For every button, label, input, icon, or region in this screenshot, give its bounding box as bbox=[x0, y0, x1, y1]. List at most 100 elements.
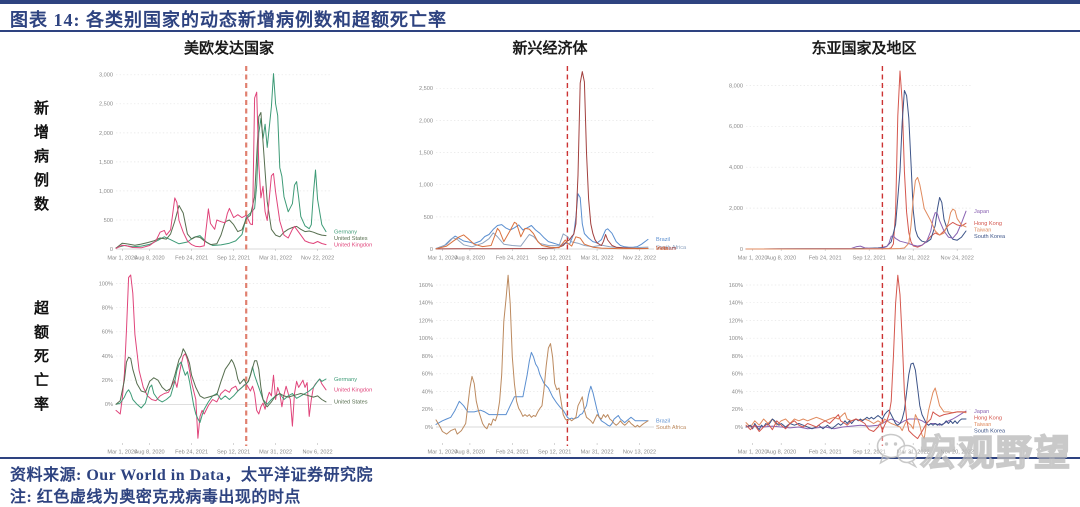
svg-text:0%: 0% bbox=[105, 402, 113, 408]
svg-text:0: 0 bbox=[430, 247, 433, 253]
chart-developed-new-cases: 0 500 1,000 1,500 2,000 2,500 3,000 Mar 1, 2020… bbox=[86, 62, 374, 262]
svg-text:Mar 1, 2020: Mar 1, 2020 bbox=[107, 256, 137, 262]
svg-text:Feb 24, 2021: Feb 24, 2021 bbox=[496, 256, 529, 262]
svg-text:80%: 80% bbox=[732, 354, 743, 360]
svg-text:2,000: 2,000 bbox=[729, 206, 743, 212]
svg-text:140%: 140% bbox=[729, 301, 743, 307]
svg-text:120%: 120% bbox=[729, 318, 743, 324]
svg-text:Germany: Germany bbox=[334, 377, 357, 383]
svg-text:20%: 20% bbox=[732, 407, 743, 413]
row-label-new-cases: 新增病例数 bbox=[32, 100, 49, 220]
svg-text:Nov 22, 2022: Nov 22, 2022 bbox=[623, 256, 656, 262]
svg-text:Sep 12, 2021: Sep 12, 2021 bbox=[538, 450, 571, 456]
svg-text:Mar 1, 2020: Mar 1, 2020 bbox=[738, 450, 768, 456]
svg-text:Japan: Japan bbox=[974, 409, 989, 415]
svg-text:0%: 0% bbox=[425, 425, 433, 431]
svg-text:United States: United States bbox=[334, 236, 368, 242]
svg-text:100%: 100% bbox=[419, 336, 433, 342]
svg-text:Mar 31, 2022: Mar 31, 2022 bbox=[259, 256, 292, 262]
svg-text:Feb 24, 2021: Feb 24, 2021 bbox=[496, 450, 529, 456]
svg-text:140%: 140% bbox=[419, 301, 433, 307]
svg-text:100%: 100% bbox=[99, 281, 113, 287]
svg-text:Nov 20, 2022: Nov 20, 2022 bbox=[941, 450, 974, 456]
svg-text:Aug 8, 2020: Aug 8, 2020 bbox=[455, 256, 485, 262]
svg-text:India: India bbox=[656, 246, 669, 252]
header-divider-rule bbox=[0, 30, 1080, 32]
svg-text:Mar 1, 2020: Mar 1, 2020 bbox=[427, 450, 457, 456]
chart-developed-excess-mortality: 0% 20% 40% 60% 80% 100% Mar 1, 2020 Aug 8, 2020… bbox=[86, 262, 374, 456]
svg-text:1,500: 1,500 bbox=[99, 160, 113, 166]
svg-text:Brazil: Brazil bbox=[656, 419, 670, 425]
svg-text:Mar 31, 2022: Mar 31, 2022 bbox=[581, 256, 614, 262]
svg-text:500: 500 bbox=[424, 215, 433, 221]
svg-text:Hong Kong: Hong Kong bbox=[974, 221, 1002, 227]
svg-text:100%: 100% bbox=[729, 336, 743, 342]
svg-text:Feb 24, 2021: Feb 24, 2021 bbox=[175, 256, 208, 262]
svg-text:1,000: 1,000 bbox=[419, 183, 433, 189]
svg-text:Brazil: Brazil bbox=[656, 237, 670, 243]
svg-text:Vietnam: Vietnam bbox=[656, 246, 677, 252]
note-text: 注: 红色虚线为奥密克戎病毒出现的时点 bbox=[10, 489, 301, 506]
svg-text:Sep 12, 2021: Sep 12, 2021 bbox=[217, 256, 250, 262]
svg-text:Nov 6, 2022: Nov 6, 2022 bbox=[303, 450, 333, 456]
svg-text:2,000: 2,000 bbox=[419, 118, 433, 124]
svg-text:Mar 1, 2020: Mar 1, 2020 bbox=[738, 256, 768, 262]
svg-text:Feb 24, 2021: Feb 24, 2021 bbox=[175, 450, 208, 456]
svg-text:Aug 8, 2020: Aug 8, 2020 bbox=[766, 256, 796, 262]
svg-text:Sep 12, 2021: Sep 12, 2021 bbox=[853, 450, 886, 456]
svg-text:Nov 24, 2022: Nov 24, 2022 bbox=[941, 256, 974, 262]
svg-text:4,000: 4,000 bbox=[729, 165, 743, 171]
chart-emerging-new-cases: 0 500 1,000 1,500 2,000 2,500 Mar 1, 2020 Aug 8… bbox=[406, 62, 694, 262]
svg-text:0: 0 bbox=[740, 247, 743, 253]
svg-text:Mar 31, 2022: Mar 31, 2022 bbox=[897, 256, 930, 262]
svg-text:Aug 8, 2020: Aug 8, 2020 bbox=[766, 450, 796, 456]
svg-text:60%: 60% bbox=[422, 372, 433, 378]
line-chart-svg: 0 500 1,000 1,500 2,000 2,500 3,000 Mar 1, 2020… bbox=[99, 66, 374, 262]
svg-text:United Kingdom: United Kingdom bbox=[334, 388, 372, 394]
svg-text:160%: 160% bbox=[419, 283, 433, 289]
column-header-developed: 美欧发达国家 bbox=[183, 40, 274, 57]
svg-text:Aug 8, 2020: Aug 8, 2020 bbox=[135, 450, 165, 456]
svg-text:Japan: Japan bbox=[974, 209, 989, 215]
svg-text:Sep 12, 2021: Sep 12, 2021 bbox=[853, 256, 886, 262]
svg-text:2,500: 2,500 bbox=[419, 86, 433, 92]
svg-text:Feb 24, 2021: Feb 24, 2021 bbox=[809, 450, 842, 456]
svg-text:Taiwan: Taiwan bbox=[974, 422, 991, 428]
svg-text:1,500: 1,500 bbox=[419, 151, 433, 157]
column-header-emerging: 新兴经济体 bbox=[512, 40, 588, 57]
svg-text:Germany: Germany bbox=[334, 229, 357, 235]
svg-text:120%: 120% bbox=[419, 318, 433, 324]
chart-east-asia-new-cases: 0 2,000 4,000 6,000 8,000 Mar 1, 2020 Aug 8, 2… bbox=[716, 62, 1012, 262]
svg-text:Mar 1, 2020: Mar 1, 2020 bbox=[107, 450, 137, 456]
svg-text:1,000: 1,000 bbox=[99, 189, 113, 195]
svg-text:Feb 24, 2021: Feb 24, 2021 bbox=[809, 256, 842, 262]
svg-text:Aug 8, 2020: Aug 8, 2020 bbox=[135, 256, 165, 262]
svg-text:Aug 8, 2020: Aug 8, 2020 bbox=[455, 450, 485, 456]
svg-text:8,000: 8,000 bbox=[729, 83, 743, 89]
svg-text:6,000: 6,000 bbox=[729, 124, 743, 130]
svg-text:Nov 13, 2022: Nov 13, 2022 bbox=[623, 450, 656, 456]
svg-text:3,000: 3,000 bbox=[99, 73, 113, 79]
svg-text:Hong Kong: Hong Kong bbox=[974, 415, 1002, 421]
svg-text:Mar 31, 2022: Mar 31, 2022 bbox=[897, 450, 930, 456]
svg-text:40%: 40% bbox=[422, 389, 433, 395]
source-text: 资料来源: Our World in Data，太平洋证券研究院 bbox=[10, 467, 373, 484]
svg-text:0%: 0% bbox=[735, 425, 743, 431]
svg-text:Sep 12, 2021: Sep 12, 2021 bbox=[538, 256, 571, 262]
line-chart-svg: 0% 20% 40% 60% 80% 100% 120% 140% 160% Mar 1, 202… bbox=[419, 266, 687, 456]
svg-text:500: 500 bbox=[104, 218, 113, 224]
line-chart-svg: 0% 20% 40% 60% 80% 100% 120% 140% 160% Mar 1, 202… bbox=[729, 266, 1006, 456]
svg-text:South Korea: South Korea bbox=[974, 234, 1006, 240]
svg-text:United States: United States bbox=[334, 400, 368, 406]
svg-text:60%: 60% bbox=[102, 330, 113, 336]
svg-text:160%: 160% bbox=[729, 283, 743, 289]
svg-text:20%: 20% bbox=[102, 378, 113, 384]
chart-east-asia-excess-mortality: 0% 20% 40% 60% 80% 100% 120% 140% 160% Mar 1, 202… bbox=[716, 262, 1012, 456]
svg-text:Taiwan: Taiwan bbox=[974, 228, 991, 234]
svg-text:0: 0 bbox=[110, 247, 113, 253]
svg-text:Mar 31, 2022: Mar 31, 2022 bbox=[259, 450, 292, 456]
svg-text:40%: 40% bbox=[732, 389, 743, 395]
